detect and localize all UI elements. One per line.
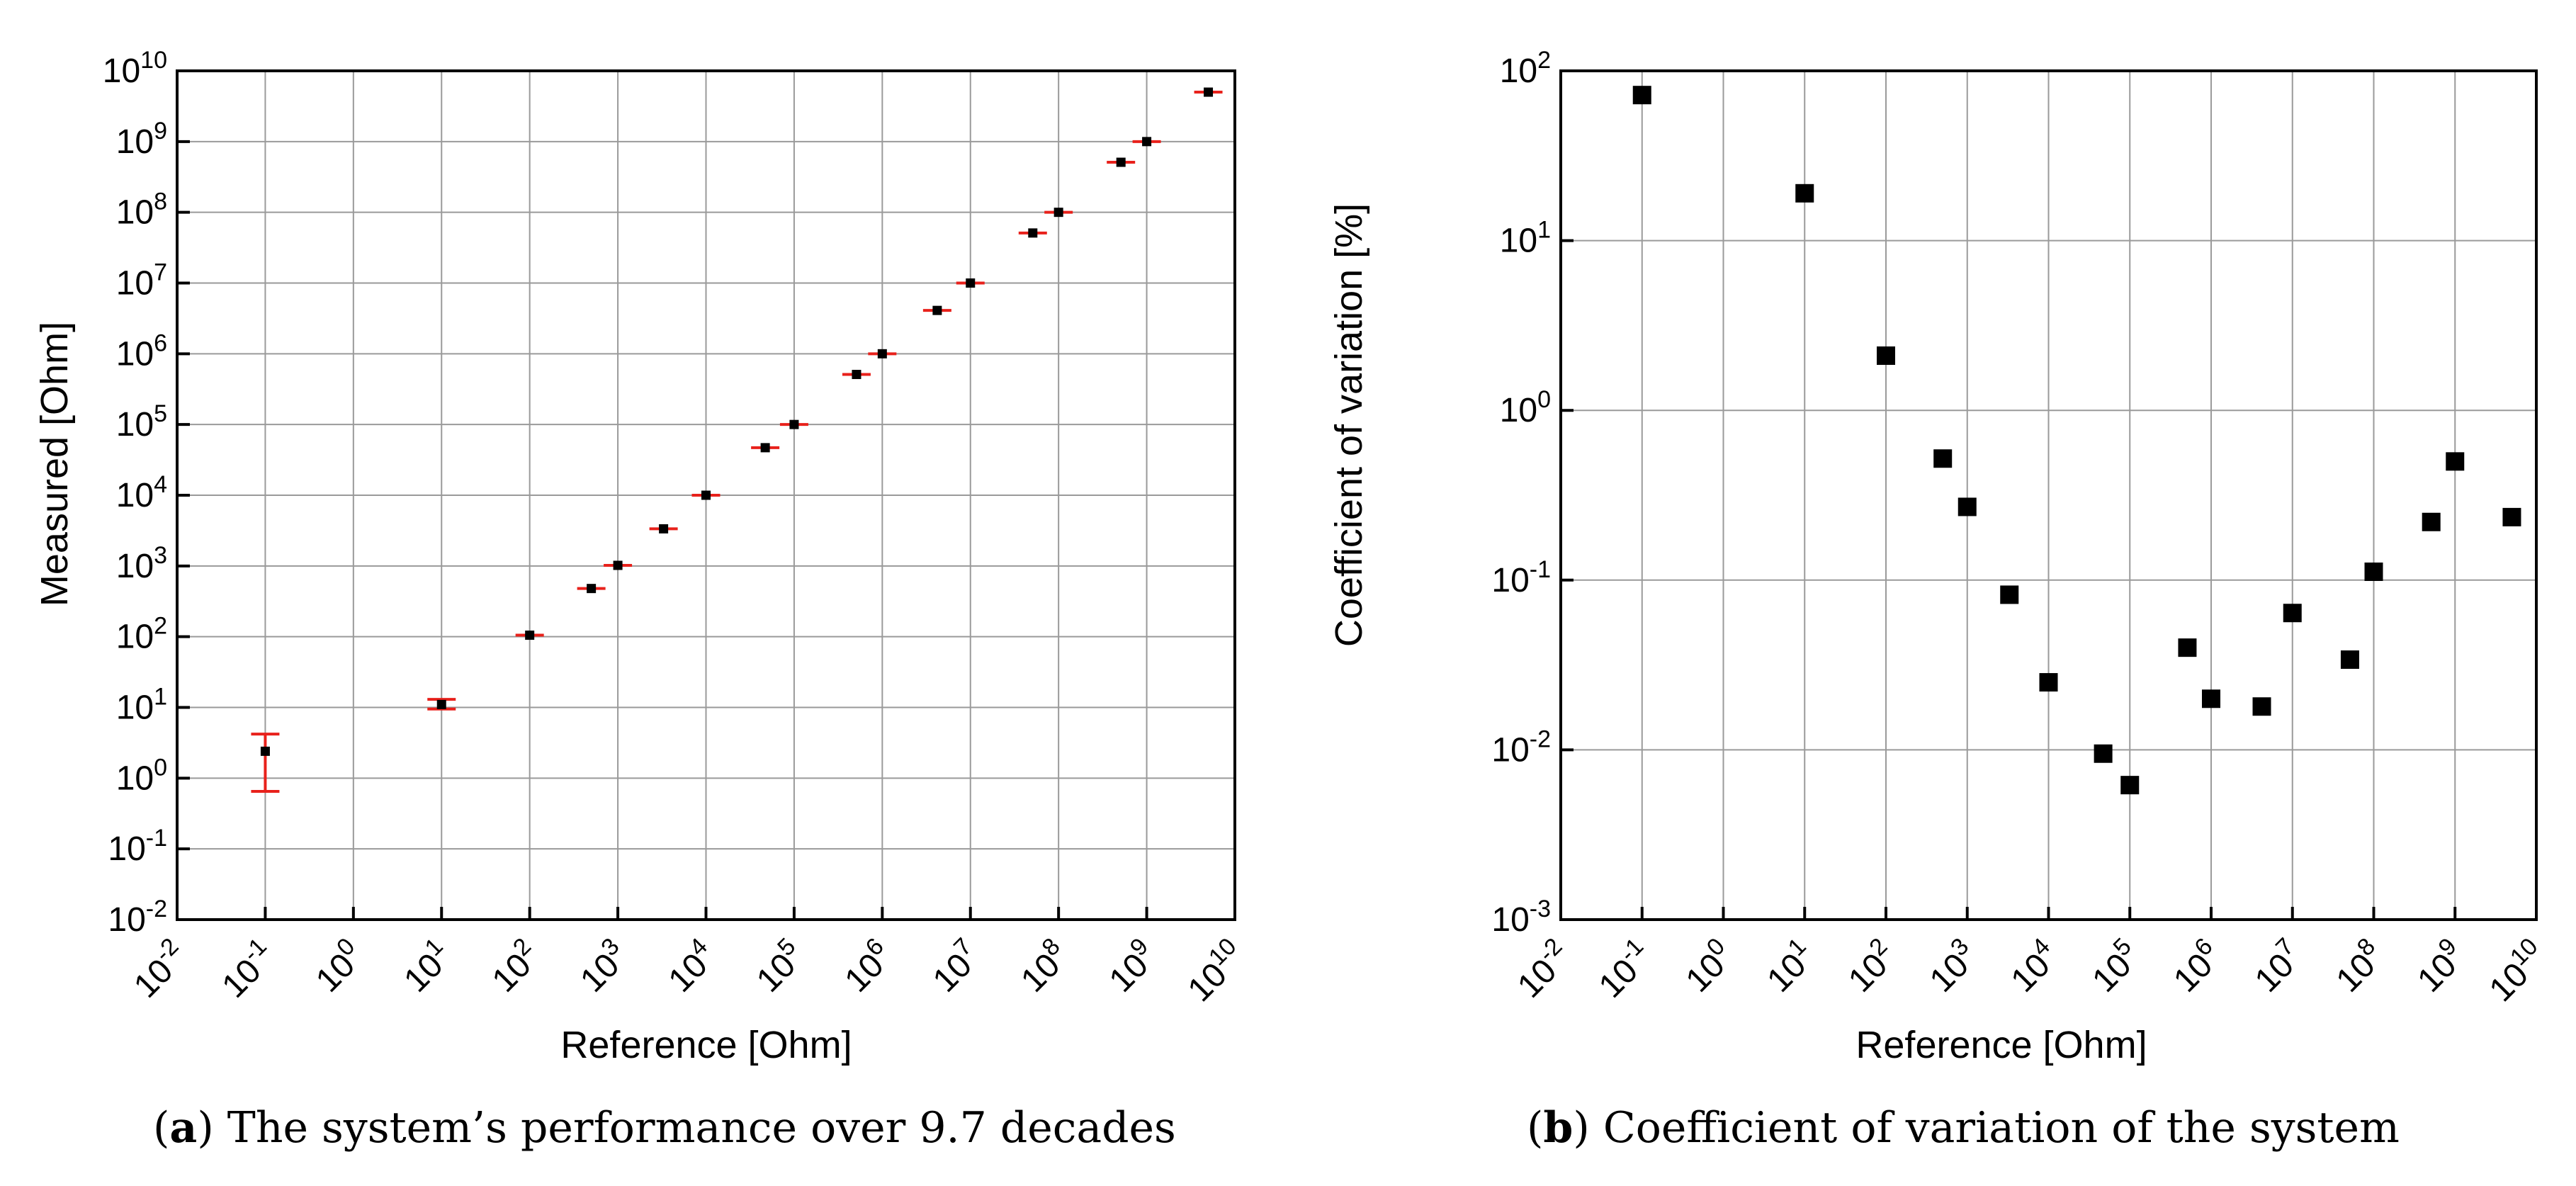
chart-a-point: [1142, 137, 1152, 147]
chart-b-point: [2120, 776, 2140, 795]
chart-a-xtick-label: 1010: [1177, 933, 1253, 1010]
chart-a-xtick-label: 103: [570, 933, 636, 1000]
chart-a-ytick-label: 108: [116, 188, 167, 232]
chart-b-point: [1795, 183, 1814, 203]
chart-a-xtick-label: 104: [657, 933, 724, 1000]
chart-a-ytick-label: 10-2: [108, 896, 167, 939]
chart-a-ytick-label: 1010: [103, 47, 167, 90]
chart-b-ytick-label: 10-2: [1491, 725, 1551, 769]
chart-b-xtick-label: 10-1: [1588, 933, 1660, 1005]
chart-a-point: [966, 278, 976, 288]
chart-a-xtick-label: 102: [481, 933, 548, 1000]
chart-b-ytick-label: 102: [1500, 47, 1551, 90]
chart-a-point: [852, 370, 862, 380]
chart-a-xtick-label: 107: [922, 933, 988, 1000]
chart-a-point: [613, 560, 623, 570]
chart-a-xtick-label: 100: [305, 933, 371, 1000]
chart-a-point: [1204, 87, 1214, 97]
chart-b: 10-210-1 100 101 102 103 104 105 106 107 108 10910…: [1491, 47, 2555, 1010]
chart-a-ytick-label: 106: [116, 329, 167, 373]
chart-a-point: [1028, 228, 1038, 238]
chart-b-ylabel: Coefficient of variation [%]: [1328, 203, 1370, 647]
caption-a-paren-close: ): [197, 1103, 213, 1153]
chart-a-point: [760, 443, 770, 453]
chart-a-xtick-label: 105: [745, 933, 812, 1000]
chart-b-point: [2340, 650, 2359, 670]
chart-b-xtick-label: 108: [2325, 933, 2392, 1000]
chart-a-point: [789, 419, 799, 429]
chart-a-point: [877, 349, 887, 358]
chart-a-ytick-label: 104: [116, 471, 167, 514]
chart-b-xtick-label: 109: [2407, 933, 2473, 1000]
chart-a-point: [932, 305, 942, 315]
chart-a-point: [659, 524, 669, 533]
caption-a: (a) The system’s performance over 9.7 de…: [153, 1103, 1176, 1153]
chart-a-xtick-label: 109: [1098, 933, 1165, 1000]
caption-b-paren-open: (: [1527, 1103, 1543, 1153]
chart-b-point: [2178, 638, 2197, 657]
chart-a-xtick-label: 106: [834, 933, 900, 1000]
chart-a-point: [587, 584, 597, 594]
caption-a-text: The system’s performance over 9.7 decade…: [214, 1103, 1176, 1153]
chart-b-xtick-label: 101: [1756, 933, 1823, 1000]
chart-a-xtick-label: 10-2: [123, 933, 196, 1005]
chart-b-point: [2094, 744, 2113, 763]
chart-a-ytick-label: 102: [116, 613, 167, 656]
caption-a-letter: a: [169, 1103, 197, 1153]
caption-b-paren-close: ): [1573, 1103, 1589, 1153]
chart-b-point: [2202, 689, 2220, 708]
chart-a-ylabel: Measured [Ohm]: [33, 322, 76, 606]
chart-a-point: [1053, 208, 1063, 218]
caption-b-letter: b: [1543, 1103, 1573, 1153]
chart-a-point: [436, 699, 446, 709]
chart-b-ytick-label: 10-3: [1491, 896, 1551, 939]
chart-a-xtick-label: 10-1: [211, 933, 283, 1005]
chart-b-point: [2252, 697, 2271, 716]
chart-b-xtick-label: 102: [1838, 933, 1904, 1000]
chart-a-point: [1116, 157, 1126, 167]
chart-a-point: [260, 746, 270, 756]
chart-a-ytick-label: 103: [116, 542, 167, 585]
chart-b-point: [2364, 563, 2383, 582]
chart-b-point: [2446, 452, 2465, 471]
chart-b-point: [1933, 449, 1953, 468]
chart-a-point: [525, 631, 535, 640]
chart-b-xtick-label: 100: [1675, 933, 1741, 1000]
chart-b-point: [2422, 512, 2441, 531]
chart-b-xlabel: Reference [Ohm]: [1855, 1024, 2147, 1066]
chart-a-point: [701, 490, 711, 500]
chart-b-xtick-label: 105: [2081, 933, 2148, 1000]
chart-a-ytick-label: 10-1: [108, 825, 167, 868]
chart-a-xlabel: Reference [Ohm]: [560, 1024, 852, 1066]
chart-a-xtick-label: 108: [1010, 933, 1077, 1000]
chart-b-xtick-label: 106: [2163, 933, 2230, 1000]
chart-b-ytick-label: 100: [1500, 386, 1551, 429]
chart-a-ytick-label: 107: [116, 259, 167, 303]
chart-b-xtick-label: 10-2: [1507, 933, 1579, 1005]
caption-b-text: Coefficient of variation of the system: [1590, 1103, 2400, 1153]
chart-b-ytick-label: 101: [1500, 217, 1551, 260]
chart-b-point: [1632, 86, 1651, 105]
chart-b-xtick-label: 104: [2000, 933, 2067, 1000]
caption-b: (b) Coefficient of variation of the syst…: [1527, 1103, 2400, 1153]
chart-b-ytick-label: 10-1: [1491, 556, 1551, 599]
chart-b-xtick-label: 1010: [2478, 933, 2555, 1010]
chart-a-xtick-label: 101: [393, 933, 460, 1000]
chart-b-point: [2502, 507, 2521, 526]
chart-a-ytick-label: 100: [116, 754, 167, 797]
chart-a-ytick-label: 101: [116, 684, 167, 727]
chart-b-point: [1877, 346, 1895, 365]
chart-a-ytick-label: 105: [116, 400, 167, 444]
caption-a-paren-open: (: [153, 1103, 169, 1153]
chart-b-point: [1958, 497, 1977, 516]
chart-b-point: [2039, 673, 2058, 692]
chart-b-point: [2283, 604, 2302, 623]
chart-b-xtick-label: 103: [1919, 933, 1985, 1000]
chart-a: 10-210-1 100 101 102 103 104 105 106 107 108 10910…: [103, 47, 1253, 1010]
chart-b-point: [2000, 585, 2019, 604]
chart-a-ytick-label: 109: [116, 118, 167, 161]
chart-b-xtick-label: 107: [2244, 933, 2310, 1000]
